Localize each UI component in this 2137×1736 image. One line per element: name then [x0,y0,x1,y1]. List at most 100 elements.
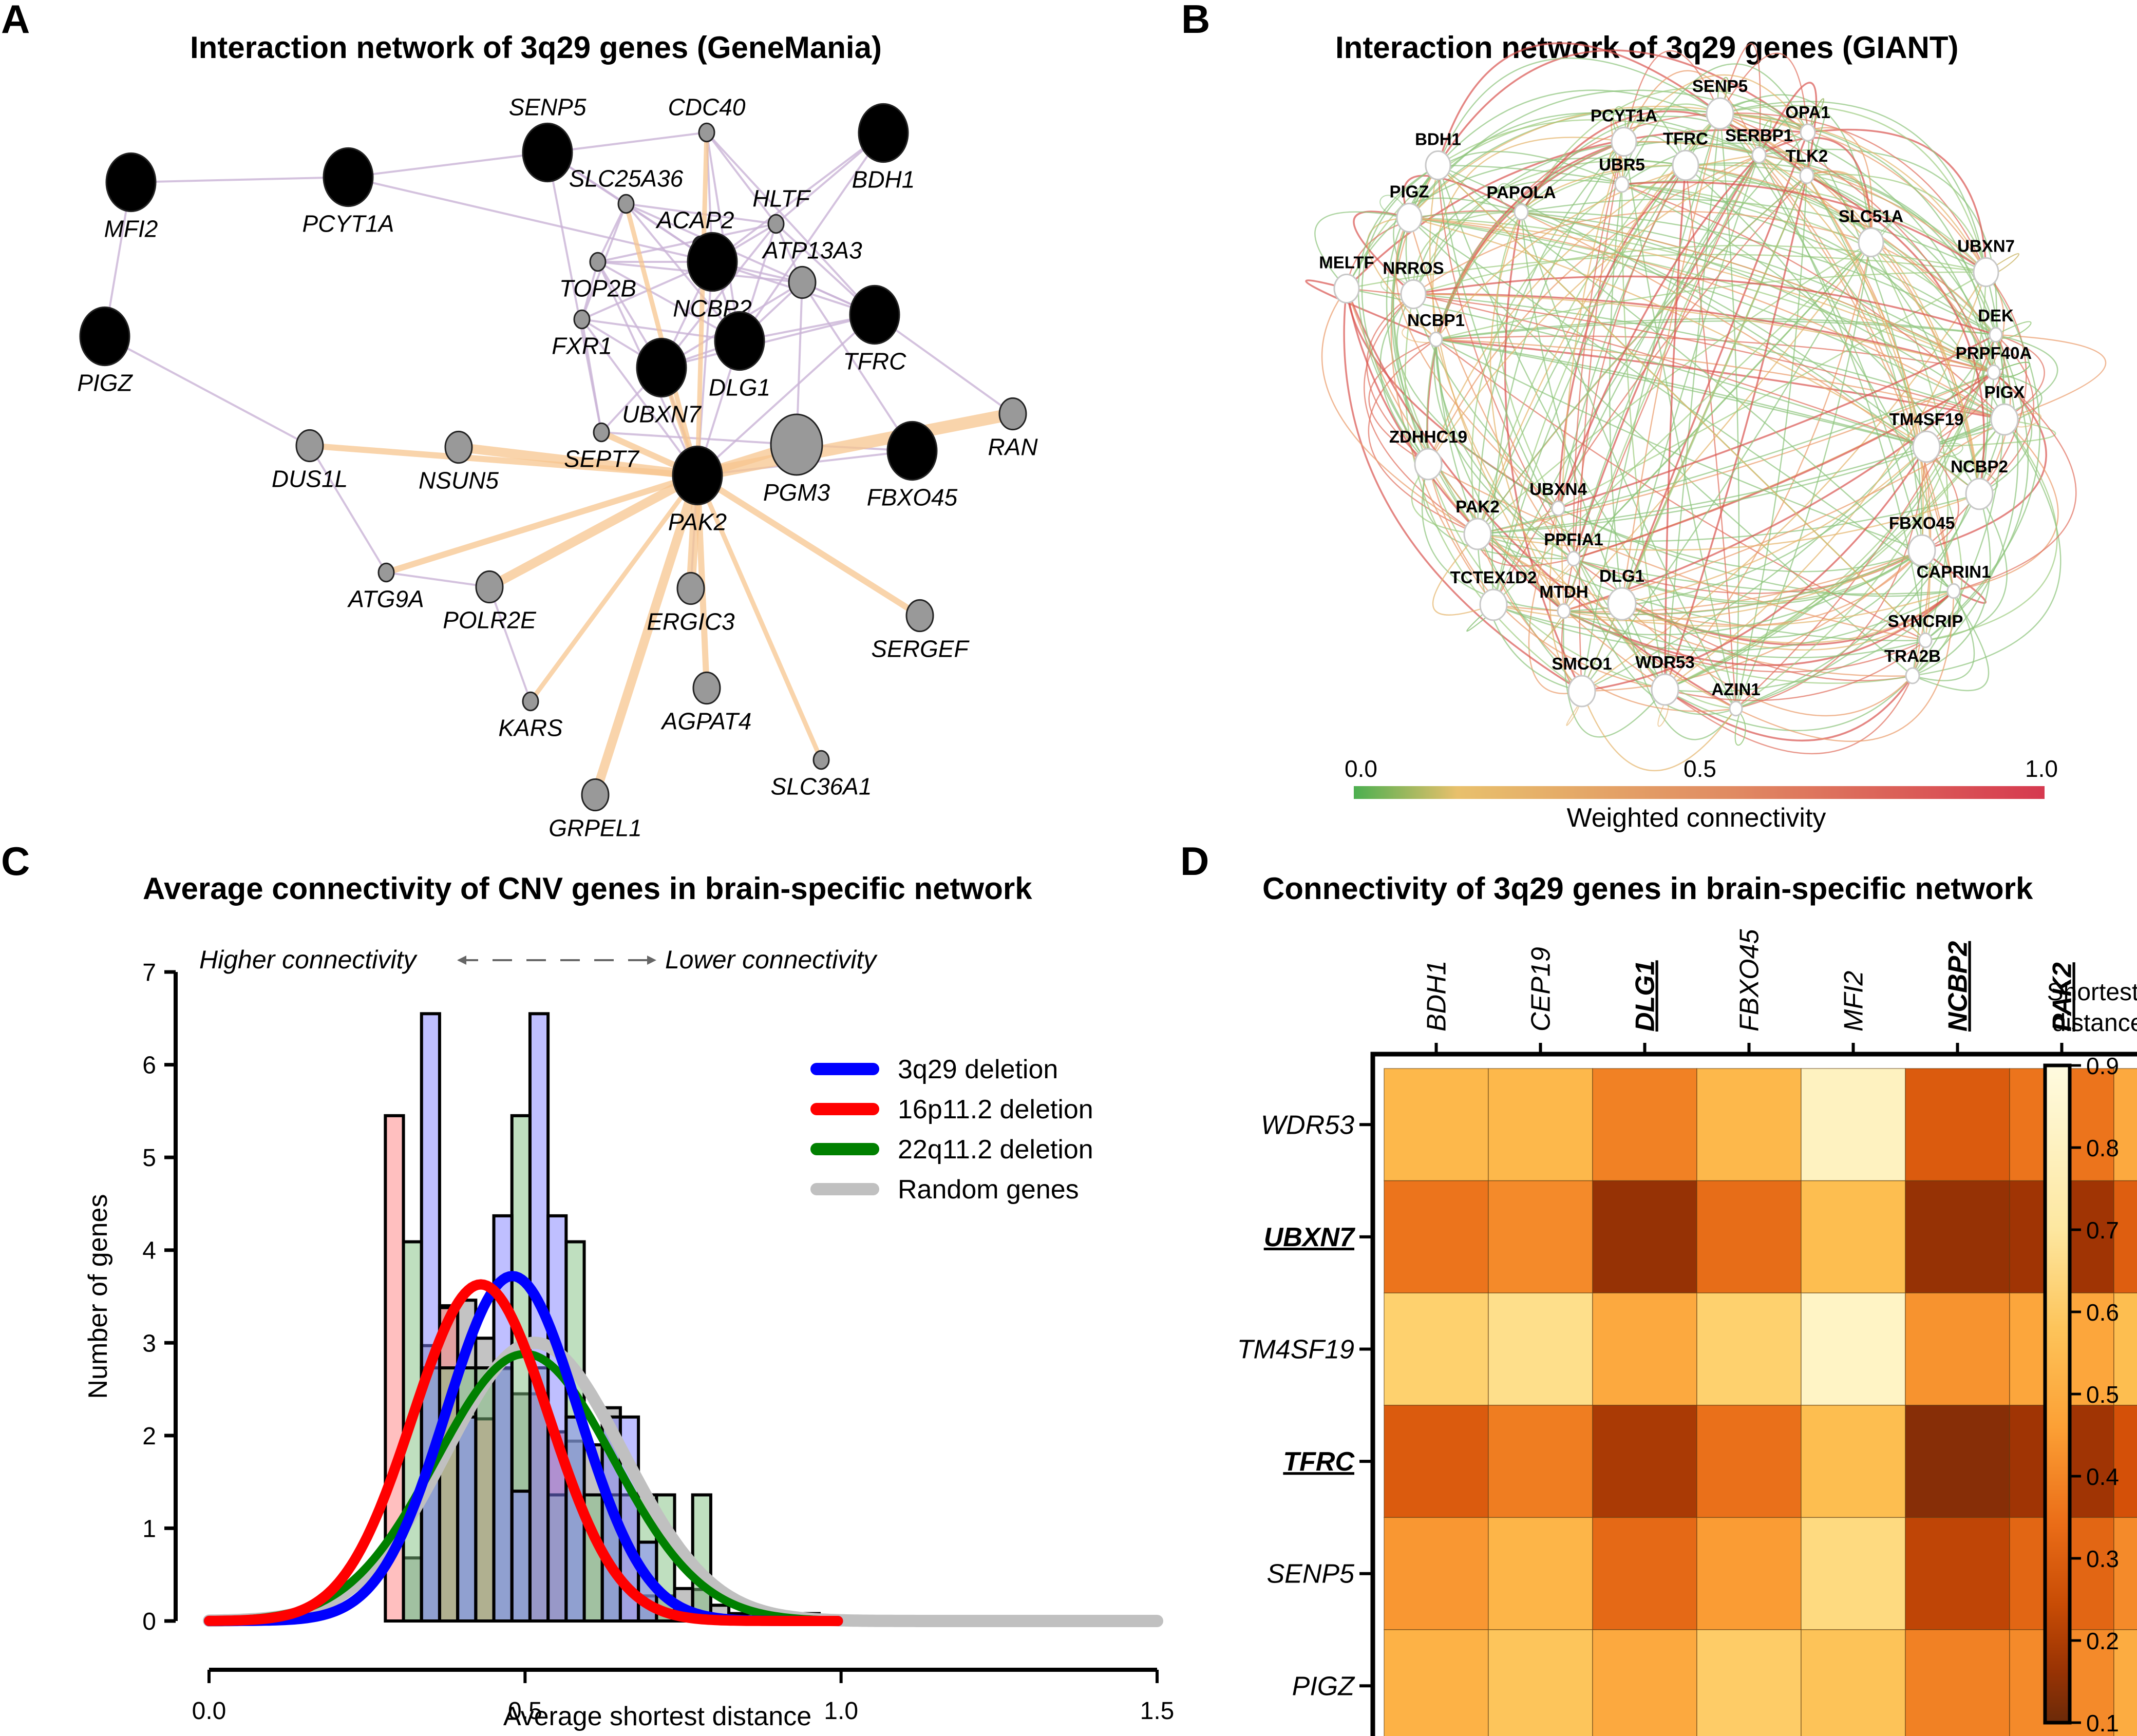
coexpression-edge [1413,275,1996,336]
coexpression-edge [1493,549,1922,636]
heatmap-cell [1488,1180,1593,1293]
gene-node-polr2e [475,570,504,604]
gene-node-pcyt1a [1611,126,1637,157]
heatmap-cell [1696,1068,1802,1181]
coexpression-edge [1621,550,1923,638]
colorbar-title-2: distance [2052,1009,2137,1037]
coexpression-edge [1492,175,1807,605]
gene-label: RAN [988,434,1038,461]
coexpression-edge [1422,464,1574,560]
coexpression-edge [1719,113,1955,592]
y-tick-label: 3 [142,1330,156,1357]
heatmap-frame [1370,1052,2137,1736]
gene-label: UBXN7 [1957,236,2015,255]
pathway-edge [691,408,1019,482]
coexpression-edge [1427,164,1686,465]
colorbar-tick-label: 0.9 [2086,1053,2119,1079]
gene-label: GRPEL1 [549,815,642,842]
colorbar-tick-label: 0.5 [2086,1381,2119,1408]
coexpression-edge [1563,418,2005,612]
coexpression-edge [1435,271,1987,340]
coexpression-edge [1438,164,1954,592]
coexpression-edge [1573,549,1922,594]
gene-label: TFRC [1663,129,1708,148]
gene-label: TOP2B [559,275,636,302]
gene-node-ppfia1 [1566,550,1581,567]
coexpression-edge [1346,288,1736,710]
coexpression-edge [1581,446,1927,692]
panel-a-title: Interaction network of 3q29 genes (GeneM… [190,30,882,65]
gene-label: SMCO1 [1552,654,1612,673]
row-label: UBXN7 [1264,1223,1355,1252]
interaction-edge [706,131,876,316]
giant-colorbar-gradient [1354,786,2045,799]
gene-node-senp5 [522,122,573,183]
gene-label: PRPF40A [1956,344,2032,363]
gene-label: BDH1 [1415,129,1461,148]
heatmap-cell [1696,1180,1802,1293]
coexpression-edge [1758,155,1955,592]
coexpression-edge [1435,339,1574,560]
gene-label: SLC36A1 [771,773,872,800]
gene-node-fbxo45 [1907,534,1936,567]
coexpression-edge [1573,371,1994,560]
heatmap-cell [1905,1517,2010,1630]
annotation-higher: Higher connectivity [199,945,418,974]
coexpression-edge [1926,334,2058,448]
coexpression-edge [1491,141,1625,605]
coexpression-edge [1995,321,2032,339]
gene-node-hltf [767,214,785,234]
gene-label: KARS [498,715,563,741]
coexpression-edge [1665,675,1913,732]
gene-node-pigz [79,306,130,367]
coexpression-edge [1435,154,1760,340]
coexpression-edge [1409,217,1927,448]
coexpression-edge [1346,288,1565,612]
gene-label: PIGZ [77,370,133,396]
gene-node-ncbp1 [1429,331,1443,348]
gene-node-slc36a1 [812,750,830,770]
coexpression-edge [1437,49,1809,166]
gene-label: DUS1L [272,466,348,492]
coexpression-edge [1758,155,1924,551]
coexpression-edge [1925,493,2008,641]
heatmap-colorbar [2043,1063,2072,1725]
interaction-edge [696,314,876,476]
coexpression-edge [1806,175,1985,494]
gene-node-slc51a [1858,227,1884,258]
interaction-edge [661,314,875,369]
coexpression-edge [1521,211,1927,447]
gene-label: PCYT1A [1591,106,1657,125]
gene-node-smco1 [1567,675,1596,708]
x-axis-title: Average shortest distance [503,1702,811,1731]
interaction-edge [801,281,913,452]
gene-node-papola [1514,203,1529,221]
coexpression-edge [1563,446,1927,612]
colorbar-tick-label: 0.2 [2086,1628,2119,1654]
fit-curve-3 [203,1337,1163,1627]
giant-colorbar-min: 0.0 [1345,755,1377,782]
gene-label: CDC40 [668,93,746,120]
panel-label-b: B [1181,0,1211,42]
gene-node-pigz [1396,202,1423,233]
coexpression-edge [1735,242,1872,709]
heatmap-cell [1384,1629,1489,1736]
coexpression-edge [1521,211,2005,421]
coexpression-edge [1435,339,1564,612]
gene-node-tra2b [1905,667,1920,684]
column-label: CEP19 [1526,947,1556,1032]
heatmap-cell [1488,1292,1593,1406]
coexpression-edge [1367,217,1436,340]
gene-label: FBXO45 [867,484,958,511]
coexpression-edge [1735,419,2006,710]
coexpression-edge [1437,58,1720,166]
coexpression-edge [1402,325,1441,344]
coexpression-edge [1521,198,1987,273]
coexpression-edge [1346,288,2005,421]
panel-label-d: D [1180,838,1209,884]
gene-node-zdhhc19 [1414,448,1443,481]
coexpression-edge [1685,164,1927,447]
coexpression-edge [1758,127,1873,243]
gene-node-sept7 [593,422,610,443]
coexpression-edge [1437,42,1721,166]
